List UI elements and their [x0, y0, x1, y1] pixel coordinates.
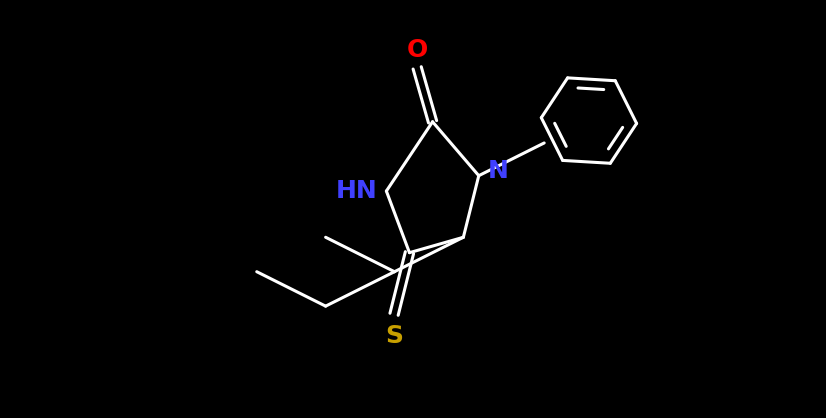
Text: N: N	[488, 159, 509, 183]
Text: HN: HN	[335, 179, 377, 203]
Text: S: S	[385, 324, 403, 347]
Text: O: O	[406, 38, 428, 62]
